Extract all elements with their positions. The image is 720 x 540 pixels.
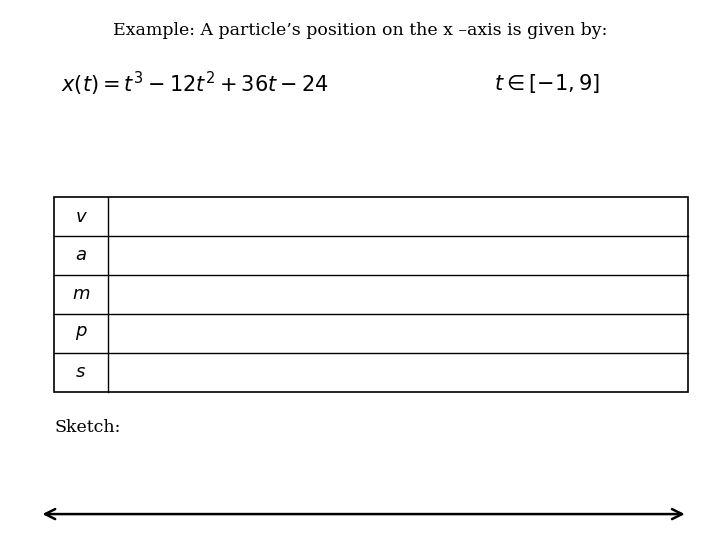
Text: $t \in [-1, 9]$: $t \in [-1, 9]$: [495, 72, 600, 95]
Text: $v$: $v$: [75, 207, 87, 226]
Text: $s$: $s$: [76, 363, 86, 381]
Text: $a$: $a$: [75, 246, 87, 265]
Bar: [54, 197, 688, 392]
Text: $x(t) = t^3 - 12t^2 + 36t - 24$: $x(t) = t^3 - 12t^2 + 36t - 24$: [60, 70, 328, 98]
Text: $m$: $m$: [72, 285, 90, 303]
Text: Sketch:: Sketch:: [54, 418, 120, 435]
Text: $p$: $p$: [75, 324, 87, 342]
Text: Example: A particle’s position on the x –axis is given by:: Example: A particle’s position on the x …: [113, 22, 607, 38]
